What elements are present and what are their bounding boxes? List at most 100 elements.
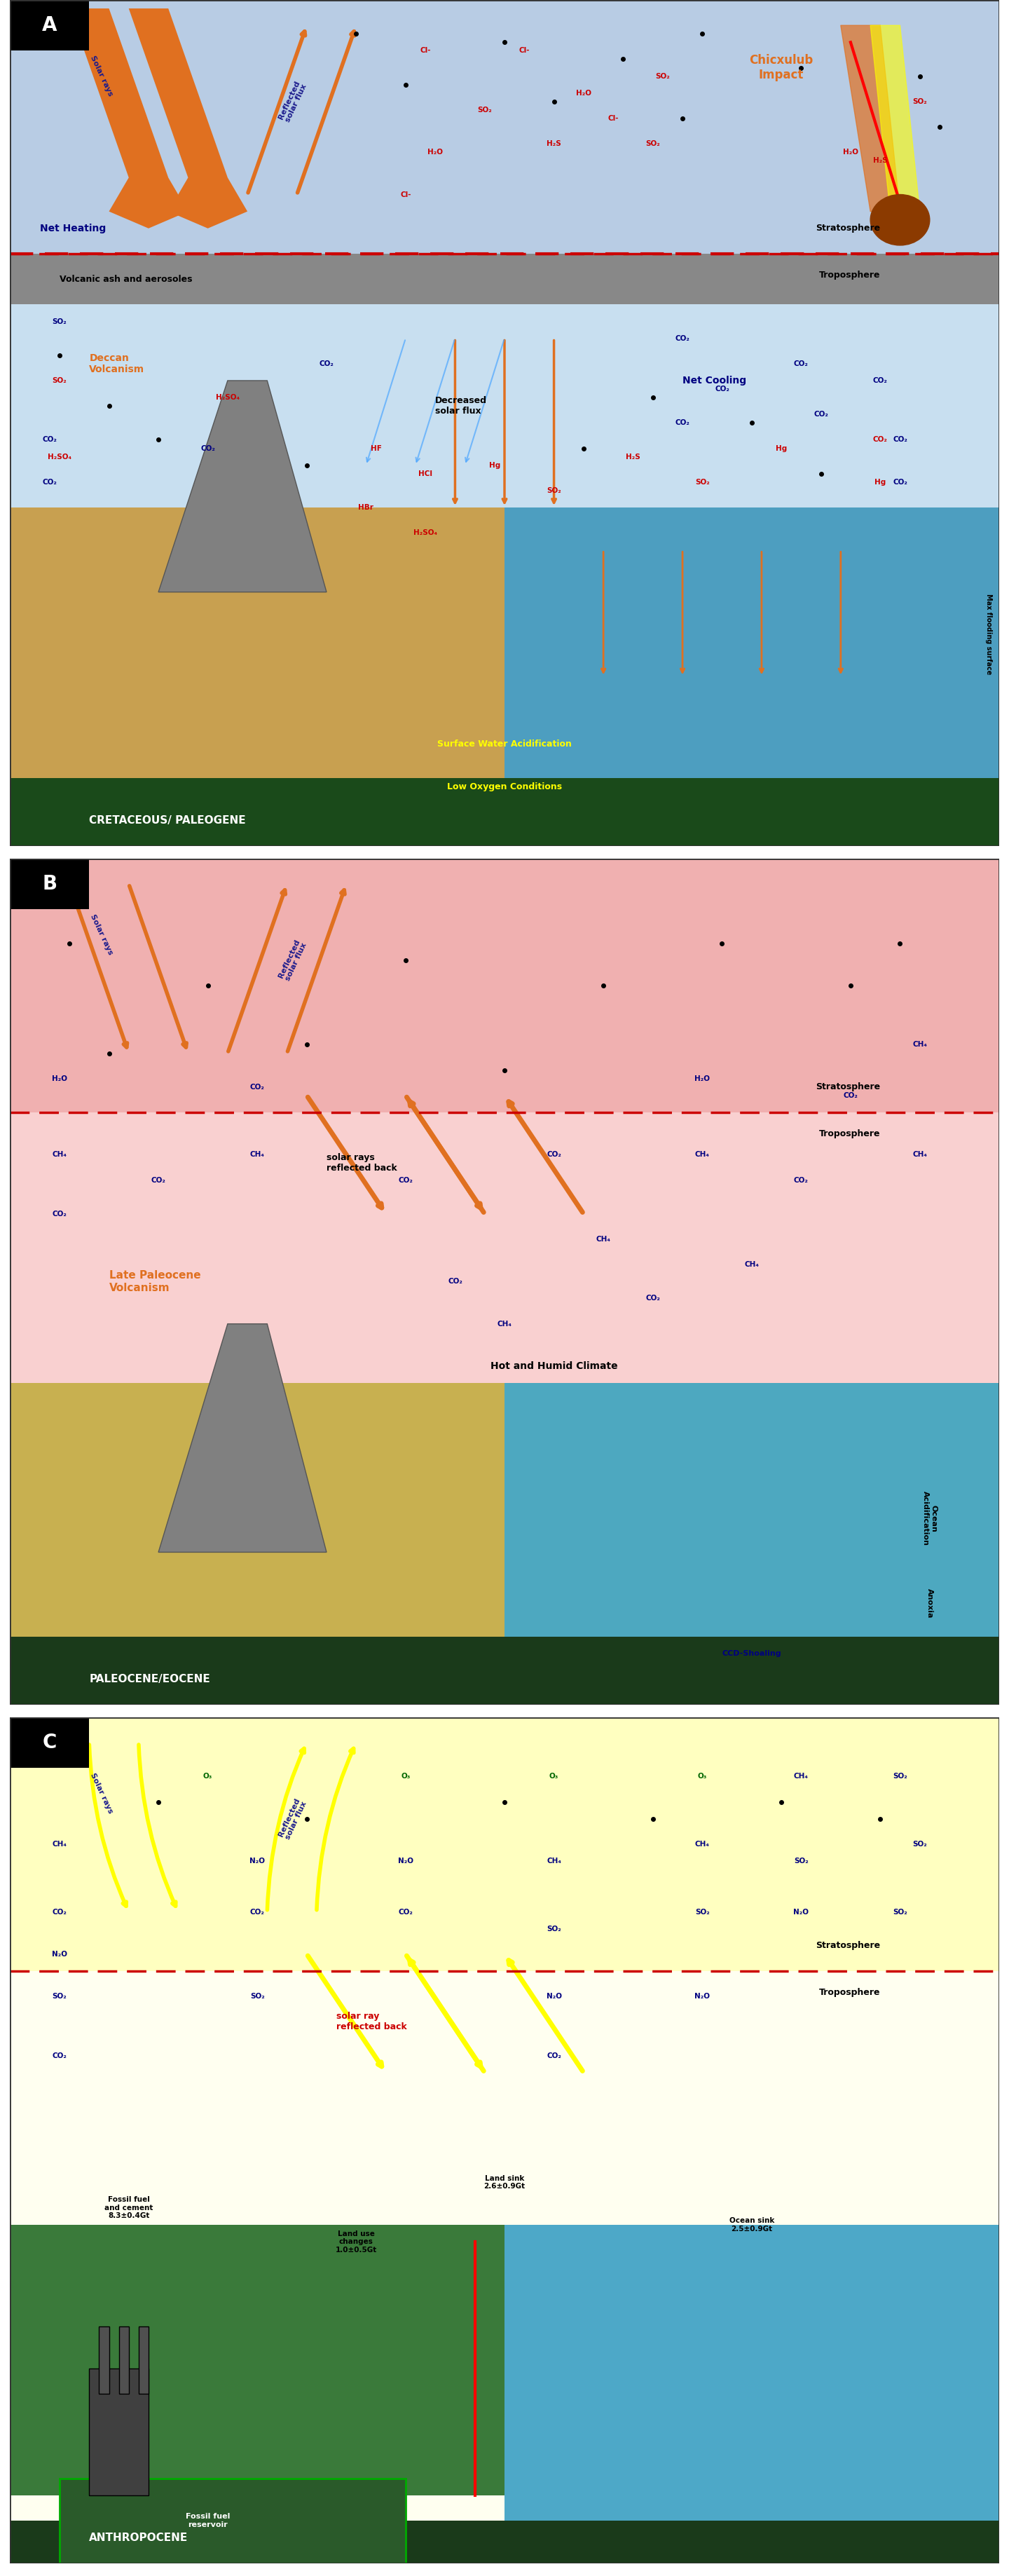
Text: C: C	[42, 1734, 57, 1752]
FancyBboxPatch shape	[10, 858, 89, 909]
Text: Late Paleocene
Volcanism: Late Paleocene Volcanism	[109, 1270, 201, 1293]
Text: HF: HF	[370, 446, 381, 451]
Text: Cl-: Cl-	[519, 46, 530, 54]
Text: Solar rays: Solar rays	[89, 1772, 114, 1816]
Text: CO₂: CO₂	[201, 446, 215, 451]
Text: SO₂: SO₂	[912, 98, 927, 106]
Text: Troposphere: Troposphere	[819, 270, 880, 278]
Text: Hg: Hg	[489, 461, 500, 469]
Text: SO₂: SO₂	[646, 139, 660, 147]
FancyBboxPatch shape	[504, 507, 999, 804]
Text: CO₂: CO₂	[675, 420, 690, 428]
Text: H₂SO₄: H₂SO₄	[216, 394, 239, 402]
Text: CO₂: CO₂	[250, 1084, 264, 1090]
FancyBboxPatch shape	[10, 1718, 999, 1971]
FancyBboxPatch shape	[10, 2522, 999, 2563]
Polygon shape	[129, 8, 247, 229]
Text: SO₂: SO₂	[656, 72, 670, 80]
FancyBboxPatch shape	[10, 2226, 583, 2496]
Polygon shape	[70, 8, 188, 229]
Text: SO₂: SO₂	[547, 1924, 561, 1932]
Text: Stratosphere: Stratosphere	[815, 1942, 880, 1950]
Text: CO₂: CO₂	[794, 1177, 808, 1182]
Text: CO₂: CO₂	[52, 1909, 67, 1917]
Text: CH₄: CH₄	[497, 1321, 512, 1327]
Text: SO₂: SO₂	[52, 317, 67, 325]
Text: Cl-: Cl-	[401, 191, 411, 198]
Text: CO₂: CO₂	[42, 435, 57, 443]
Text: CH₄: CH₄	[52, 1151, 67, 1159]
Text: CH₄: CH₄	[695, 1842, 709, 1847]
FancyBboxPatch shape	[504, 2226, 999, 2522]
Text: CO₂: CO₂	[813, 412, 828, 417]
Text: Volcanic ash and aerosoles: Volcanic ash and aerosoles	[60, 276, 193, 283]
FancyBboxPatch shape	[10, 858, 999, 1113]
Text: SO₂: SO₂	[547, 487, 561, 495]
Polygon shape	[158, 1324, 327, 1553]
Text: N₂O: N₂O	[51, 1950, 68, 1958]
Text: CO₂: CO₂	[646, 1296, 660, 1301]
FancyBboxPatch shape	[10, 304, 999, 677]
Text: CO₂: CO₂	[547, 2053, 561, 2058]
FancyBboxPatch shape	[10, 1113, 999, 1705]
Text: SO₂: SO₂	[695, 479, 709, 487]
FancyBboxPatch shape	[10, 1718, 89, 1767]
Text: Reflected
solar flux: Reflected solar flux	[277, 1795, 309, 1842]
FancyBboxPatch shape	[10, 1383, 583, 1636]
Text: N₂O: N₂O	[249, 1857, 265, 1865]
Text: Solar rays: Solar rays	[89, 914, 114, 956]
Text: HBr: HBr	[358, 505, 373, 510]
FancyBboxPatch shape	[10, 1971, 999, 2563]
Text: Stratosphere: Stratosphere	[815, 1082, 880, 1092]
Text: CO₂: CO₂	[399, 1177, 413, 1182]
FancyBboxPatch shape	[504, 1383, 999, 1662]
Text: Solar rays: Solar rays	[89, 54, 114, 98]
Text: CO₂: CO₂	[52, 1211, 67, 1218]
Text: Fossil fuel
and cement
8.3±0.4Gt: Fossil fuel and cement 8.3±0.4Gt	[105, 2197, 153, 2221]
Text: CH₄: CH₄	[52, 1842, 67, 1847]
Text: Surface Water Acidification: Surface Water Acidification	[437, 739, 572, 750]
Text: SO₂: SO₂	[794, 1857, 808, 1865]
Text: Ocean
Acidification: Ocean Acidification	[922, 1492, 937, 1546]
Text: H₂O: H₂O	[428, 149, 443, 155]
Text: Troposphere: Troposphere	[819, 1128, 880, 1139]
Text: H₂SO₄: H₂SO₄	[47, 453, 72, 461]
Text: A: A	[42, 15, 58, 36]
Polygon shape	[871, 26, 920, 211]
FancyBboxPatch shape	[10, 0, 999, 255]
Text: O₃: O₃	[549, 1772, 559, 1780]
Text: Hg: Hg	[776, 446, 787, 451]
Text: N₂O: N₂O	[694, 1994, 710, 1999]
Text: ANTHROPOCENE: ANTHROPOCENE	[89, 2532, 188, 2543]
Text: H₂O: H₂O	[576, 90, 591, 95]
Text: O₃: O₃	[54, 1757, 65, 1762]
Text: CO₂: CO₂	[873, 376, 888, 384]
Polygon shape	[840, 26, 900, 211]
Text: CO₂: CO₂	[448, 1278, 462, 1285]
Text: Deccan
Volcanism: Deccan Volcanism	[89, 353, 144, 374]
Text: Hot and Humid Climate: Hot and Humid Climate	[490, 1360, 618, 1370]
FancyBboxPatch shape	[89, 2367, 148, 2496]
Text: CO₂: CO₂	[675, 335, 690, 343]
FancyBboxPatch shape	[10, 0, 999, 255]
Text: CH₄: CH₄	[912, 1041, 927, 1048]
Text: CO₂: CO₂	[319, 361, 334, 368]
Text: SO₂: SO₂	[695, 1909, 709, 1917]
Text: CH₄: CH₄	[250, 1151, 264, 1159]
FancyBboxPatch shape	[10, 255, 999, 304]
FancyBboxPatch shape	[10, 304, 999, 422]
FancyBboxPatch shape	[99, 2326, 109, 2393]
Text: CO₂: CO₂	[52, 2053, 67, 2058]
Text: SO₂: SO₂	[52, 1994, 67, 1999]
Text: Stratosphere: Stratosphere	[815, 224, 880, 232]
Text: CO₂: CO₂	[42, 479, 57, 487]
Text: Land use
changes
1.0±0.5Gt: Land use changes 1.0±0.5Gt	[335, 2231, 377, 2254]
FancyBboxPatch shape	[60, 2478, 406, 2563]
Text: SO₂: SO₂	[912, 1842, 927, 1847]
Text: Max flooding surface: Max flooding surface	[986, 595, 993, 675]
FancyBboxPatch shape	[10, 778, 999, 845]
Text: H₂S: H₂S	[547, 139, 561, 147]
FancyBboxPatch shape	[554, 422, 999, 762]
Text: CCD-Shoaling: CCD-Shoaling	[722, 1651, 781, 1656]
Text: Low Oxygen Conditions: Low Oxygen Conditions	[447, 783, 562, 791]
